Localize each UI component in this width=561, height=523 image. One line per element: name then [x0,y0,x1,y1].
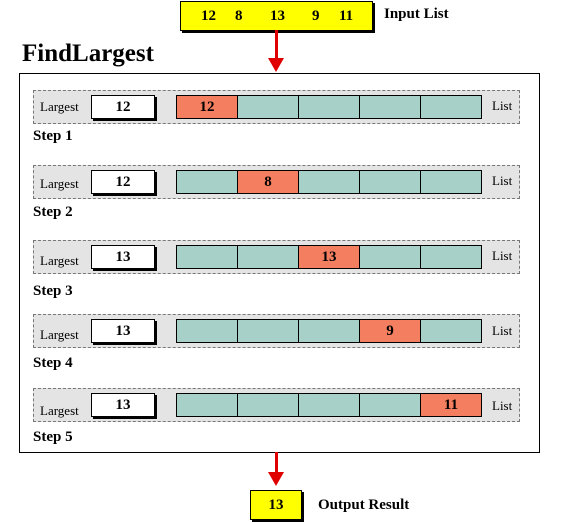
list-cell [360,96,421,118]
list-label: List [492,323,513,338]
list-label: List [492,398,513,413]
list-cell [299,320,360,342]
algorithm-title: FindLargest [22,40,154,67]
list-cell [421,246,481,268]
list-cell-active: 8 [238,171,299,193]
input-value: 9 [312,8,320,24]
list-cells: 13 [176,245,482,269]
output-arrow-head [268,472,284,486]
list-cell [421,171,481,193]
list-cells: 9 [176,319,482,343]
step-row: Largest 13 13 List [33,240,520,274]
list-label: List [492,248,513,263]
list-cell-active: 13 [299,246,360,268]
list-cell [299,96,360,118]
list-cell-active: 12 [177,96,238,118]
input-value: 13 [270,8,285,24]
input-value: 11 [339,8,354,24]
largest-value: 13 [91,393,155,417]
list-cells: 11 [176,393,482,417]
output-result-label: Output Result [318,497,410,513]
step-label: Step 4 [33,355,73,371]
step-row: Largest 13 9 List [33,314,520,348]
list-cell [177,394,238,416]
input-value: 8 [235,8,243,24]
list-cell [238,394,299,416]
step-row: Largest 12 12 List [33,90,520,124]
list-cell [238,246,299,268]
step-label: Step 5 [33,429,73,445]
output-arrow-shaft [275,452,278,474]
input-value: 12 [201,8,216,24]
list-cells: 12 [176,95,482,119]
list-label: List [492,173,513,188]
input-list-box: 12 8 13 9 11 [180,1,373,31]
step-label: Step 2 [33,204,73,220]
largest-label: Largest [40,403,79,418]
list-cell [177,171,238,193]
largest-label: Largest [40,327,79,342]
largest-label: Largest [40,253,79,268]
largest-value: 13 [91,319,155,343]
list-cell-active: 11 [421,394,481,416]
list-cell [360,394,421,416]
list-cell [177,246,238,268]
step-row: Largest 13 11 List [33,388,520,422]
step-label: Step 3 [33,283,73,299]
largest-value: 12 [91,95,155,119]
list-cell [238,96,299,118]
step-label: Step 1 [33,128,73,144]
list-cell [299,171,360,193]
list-cell-active: 9 [360,320,421,342]
input-arrow-head [268,58,284,72]
largest-label: Largest [40,99,79,114]
list-cell [360,171,421,193]
largest-label: Largest [40,176,79,191]
list-cell [421,96,481,118]
largest-value: 13 [91,245,155,269]
input-list-label: Input List [384,6,449,22]
list-cell [360,246,421,268]
list-cells: 8 [176,170,482,194]
largest-value: 12 [91,170,155,194]
input-arrow-shaft [275,30,278,60]
list-cell [299,394,360,416]
list-cell [238,320,299,342]
list-cell [421,320,481,342]
output-result-box: 13 [250,490,302,520]
list-cell [177,320,238,342]
list-label: List [492,98,513,113]
step-row: Largest 12 8 List [33,165,520,199]
